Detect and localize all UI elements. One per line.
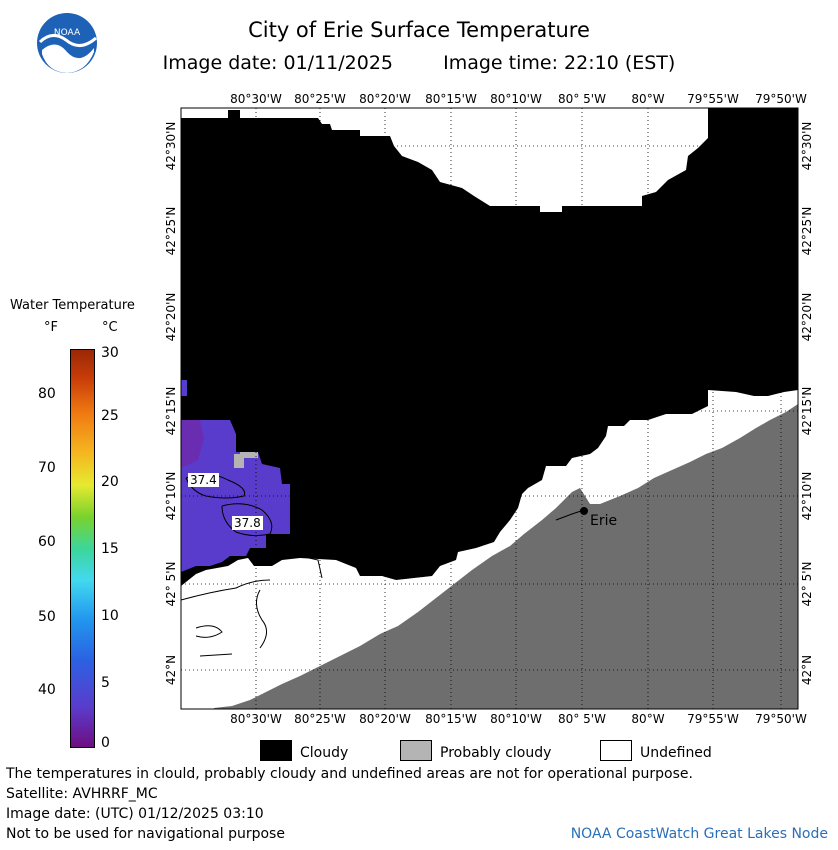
utc-date-note: Image date: (UTC) 01/12/2025 03:10 — [6, 806, 264, 822]
satellite-note: Satellite: AVHRRF_MC — [6, 786, 158, 802]
longitude-label: 80° 5'W — [558, 712, 606, 726]
longitude-label: 79°55'W — [687, 92, 739, 106]
colorbar-fahrenheit-tick: 60 — [38, 534, 56, 550]
longitude-label: 80°15'W — [425, 712, 477, 726]
colorbar — [70, 349, 95, 748]
colorbar-unit-f: °F — [44, 320, 58, 335]
longitude-label: 80°10'W — [490, 712, 542, 726]
image-date: Image date: 01/11/2025 — [162, 52, 394, 74]
temp-label: 37.4 — [188, 473, 219, 487]
latitude-label: 42°20'N — [800, 292, 814, 342]
latitude-label: 42°15'N — [800, 386, 814, 436]
longitude-label: 80°W — [631, 712, 665, 726]
colorbar-celsius-tick: 15 — [101, 541, 119, 557]
latitude-label: 42°N — [800, 654, 814, 686]
colorbar-celsius-tick: 25 — [101, 408, 119, 424]
colorbar-celsius-tick: 5 — [101, 675, 110, 691]
longitude-label: 80°30'W — [230, 92, 282, 106]
latitude-label: 42°20'N — [164, 292, 178, 342]
erie-city-marker — [580, 507, 588, 515]
colorbar-fahrenheit-tick: 40 — [38, 682, 56, 698]
legend-swatch-cloudy — [260, 740, 292, 761]
latitude-label: 42°25'N — [800, 206, 814, 256]
image-date-time: Image date: 01/11/2025 Image time: 22:10… — [0, 52, 838, 74]
latitude-label: 42°10'N — [164, 471, 178, 521]
colorbar-fahrenheit-tick: 50 — [38, 609, 56, 625]
legend-label-undefined: Undefined — [640, 745, 712, 761]
noaa-logo: NOAA — [37, 13, 97, 73]
legend-label-probably-cloudy: Probably cloudy — [440, 745, 552, 761]
longitude-label: 79°50'W — [755, 712, 807, 726]
image-time: Image time: 22:10 (EST) — [443, 52, 676, 74]
cloud-area — [181, 108, 798, 586]
longitude-label: 80°10'W — [490, 92, 542, 106]
latitude-label: 42°10'N — [800, 471, 814, 521]
legend-swatch-probably-cloudy — [400, 740, 432, 761]
latitude-label: 42°N — [164, 654, 178, 686]
longitude-label: 80° 5'W — [558, 92, 606, 106]
colorbar-title: Water Temperature — [10, 298, 135, 313]
colorbar-celsius-tick: 0 — [101, 735, 110, 751]
navigation-note: Not to be used for navigational purpose — [6, 826, 285, 842]
longitude-label: 79°55'W — [687, 712, 739, 726]
longitude-label: 80°25'W — [294, 92, 346, 106]
map-grid — [181, 108, 798, 709]
latitude-label: 42° 5'N — [800, 561, 814, 607]
colorbar-fahrenheit-tick: 70 — [38, 460, 56, 476]
longitude-label: 80°W — [631, 92, 665, 106]
longitude-label: 80°30'W — [230, 712, 282, 726]
colorbar-fahrenheit-tick: 80 — [38, 386, 56, 402]
probably-cloudy-patch — [234, 454, 244, 468]
legend-swatch-undefined — [600, 740, 632, 761]
city-label-erie: Erie — [590, 513, 618, 529]
longitude-label: 80°20'W — [359, 92, 411, 106]
colorbar-celsius-tick: 20 — [101, 474, 119, 490]
colorbar-celsius-tick: 30 — [101, 345, 119, 361]
colorbar-unit-c: °C — [102, 320, 118, 335]
map-border — [180, 107, 799, 710]
credit: NOAA CoastWatch Great Lakes Node — [570, 826, 828, 842]
latitude-label: 42°30'N — [164, 121, 178, 171]
disclaimer-note: The temperatures in clould, probably clo… — [6, 766, 693, 782]
longitude-label: 79°50'W — [755, 92, 807, 106]
longitude-label: 80°20'W — [359, 712, 411, 726]
temp-label: 37.8 — [232, 516, 263, 530]
page-title: City of Erie Surface Temperature — [248, 18, 590, 42]
latitude-label: 42°15'N — [164, 386, 178, 436]
longitude-label: 80°15'W — [425, 92, 477, 106]
longitude-label: 80°25'W — [294, 712, 346, 726]
latitude-label: 42° 5'N — [164, 561, 178, 607]
legend-label-cloudy: Cloudy — [300, 745, 349, 761]
noaa-logo-text: NOAA — [54, 28, 81, 38]
latitude-label: 42°30'N — [800, 121, 814, 171]
land-area — [214, 404, 798, 709]
water-temperature-area — [181, 420, 290, 572]
colorbar-celsius-tick: 10 — [101, 608, 119, 624]
latitude-label: 42°25'N — [164, 206, 178, 256]
